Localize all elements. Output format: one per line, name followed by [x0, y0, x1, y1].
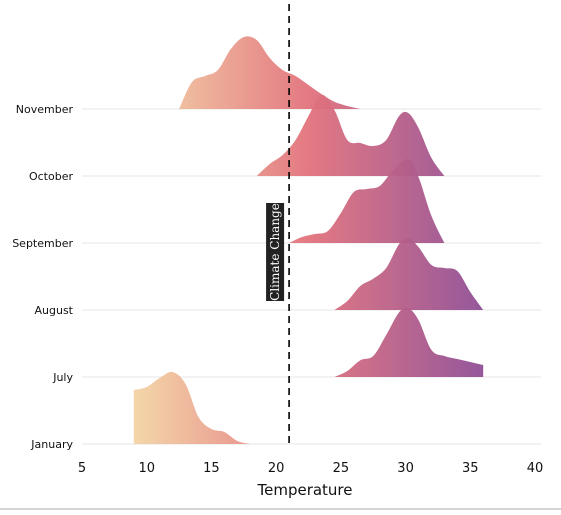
footer-divider [0, 508, 561, 510]
x-axis-title: Temperature [256, 481, 352, 499]
annotation-background [266, 203, 285, 301]
y-tick-label: July [52, 371, 73, 384]
y-tick-label: October [29, 170, 73, 183]
x-tick-label: 10 [138, 461, 155, 476]
ridge-july [334, 307, 484, 377]
ridge-october [256, 94, 445, 176]
x-tick-label: 15 [203, 461, 220, 476]
y-tick-label: January [30, 438, 73, 451]
annotation-text: Climate Change [268, 203, 282, 301]
x-tick-label: 30 [397, 461, 414, 476]
ridge-september [289, 158, 445, 243]
x-tick-label: 25 [333, 461, 350, 476]
y-axis-ticks: January July August September October Novembe… [12, 103, 73, 451]
x-tick-label: 5 [78, 461, 86, 476]
ridge-august [334, 237, 484, 310]
annotations: Climate Change [266, 4, 290, 444]
x-tick-label: 35 [462, 461, 479, 476]
ridge-november [179, 36, 361, 110]
y-tick-label: September [12, 237, 73, 250]
ridge-areas [133, 36, 484, 444]
y-tick-label: November [16, 103, 74, 116]
x-tick-label: 40 [527, 461, 544, 476]
x-axis-ticks: 5 10 15 20 25 30 35 40 [78, 461, 543, 476]
climate-change-label: Climate Change [266, 203, 285, 301]
ridge-january [133, 371, 251, 444]
x-tick-label: 20 [268, 461, 285, 476]
y-tick-label: August [35, 304, 74, 317]
